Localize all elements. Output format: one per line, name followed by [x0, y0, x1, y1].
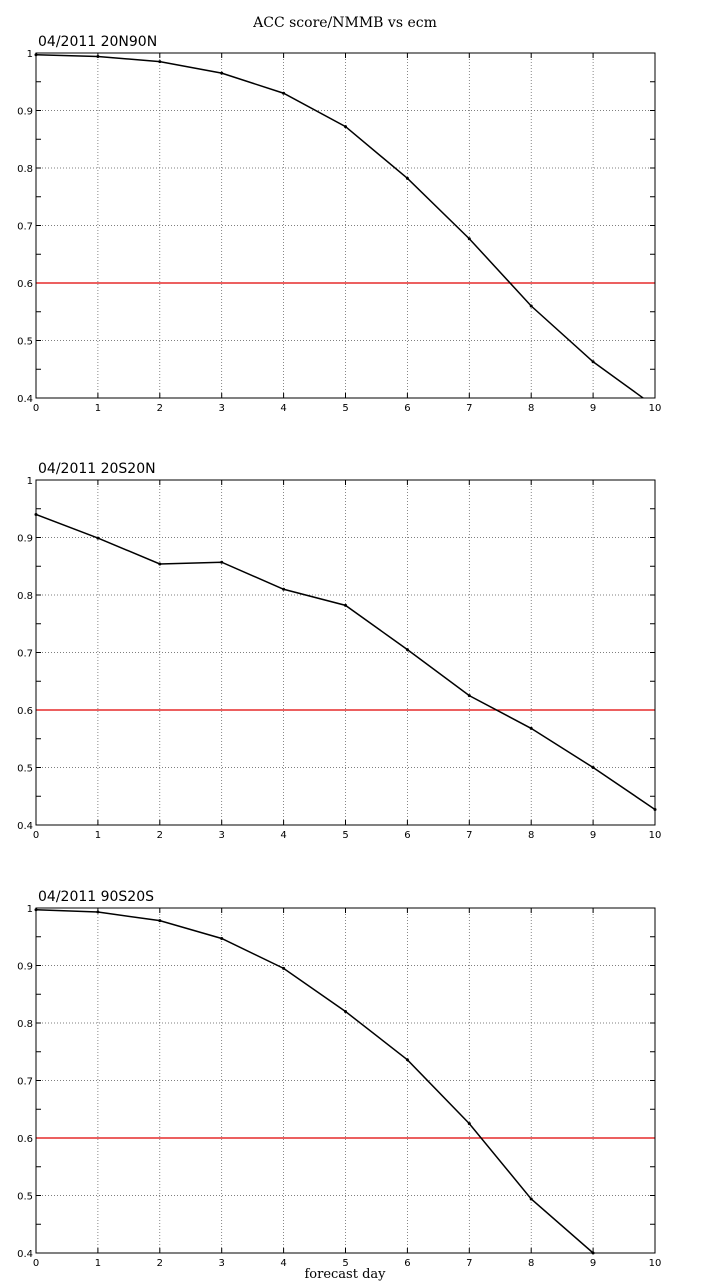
data-point — [158, 919, 162, 923]
plot-frame — [35, 479, 656, 826]
x-tick-label: 5 — [342, 830, 348, 841]
plot-frame — [35, 907, 656, 1254]
x-tick-label: 6 — [404, 830, 410, 841]
data-point — [96, 54, 100, 58]
x-tick-label: 7 — [466, 403, 472, 414]
y-tick-label: 0.8 — [17, 164, 33, 175]
x-axis-label: forecast day — [304, 1267, 386, 1281]
data-point — [220, 560, 224, 564]
y-tick-label: 0.4 — [17, 394, 33, 405]
y-tick-label: 1 — [27, 49, 33, 60]
data-point — [282, 91, 286, 95]
x-tick-label: 8 — [528, 1258, 534, 1269]
figure-title: ACC score/NMMB vs ecm — [252, 15, 437, 31]
y-tick-label: 0.8 — [17, 1019, 33, 1030]
y-tick-label: 0.7 — [17, 222, 33, 233]
data-point — [158, 562, 162, 566]
y-tick-label: 0.6 — [17, 1134, 33, 1145]
y-tick-label: 0.9 — [17, 534, 33, 545]
data-point — [220, 71, 224, 75]
x-tick-label: 3 — [219, 830, 225, 841]
data-point — [405, 648, 409, 652]
data-point — [591, 766, 595, 769]
data-point — [96, 536, 100, 540]
y-tick-label: 0.7 — [17, 649, 33, 660]
x-tick-label: 10 — [649, 830, 662, 841]
data-point — [467, 694, 471, 698]
data-point — [405, 1058, 409, 1062]
data-point — [96, 910, 100, 914]
x-tick-label: 4 — [280, 830, 286, 841]
panel-title: 04/2011 90S20S — [38, 889, 154, 905]
y-tick-label: 0.9 — [17, 962, 33, 973]
y-tick-label: 0.5 — [17, 764, 33, 775]
data-point — [467, 1122, 471, 1126]
x-tick-label: 8 — [528, 403, 534, 414]
x-tick-label: 3 — [219, 403, 225, 414]
y-tick-label: 0.5 — [17, 337, 33, 348]
panel-title: 04/2011 20S20N — [38, 461, 156, 477]
x-tick-label: 2 — [157, 830, 163, 841]
y-tick-label: 0.7 — [17, 1077, 33, 1088]
x-tick-label: 6 — [404, 403, 410, 414]
x-tick-label: 4 — [280, 1258, 286, 1269]
x-tick-label: 3 — [219, 1258, 225, 1269]
x-tick-label: 2 — [157, 1258, 163, 1269]
data-point — [282, 587, 286, 591]
data-point — [529, 726, 533, 730]
x-tick-label: 10 — [649, 1258, 662, 1269]
x-tick-label: 4 — [280, 403, 286, 414]
data-point — [344, 125, 347, 129]
x-tick-label: 7 — [466, 1258, 472, 1269]
y-tick-label: 1 — [27, 476, 33, 487]
y-tick-label: 0.6 — [17, 279, 33, 290]
x-tick-label: 0 — [33, 830, 39, 841]
x-tick-label: 5 — [342, 1258, 348, 1269]
x-tick-label: 1 — [95, 403, 101, 414]
x-tick-label: 0 — [33, 403, 39, 414]
x-tick-label: 9 — [590, 830, 596, 841]
data-point — [405, 176, 409, 180]
data-point — [591, 360, 595, 364]
x-tick-label: 7 — [466, 830, 472, 841]
data-point — [529, 1197, 533, 1201]
y-tick-label: 0.9 — [17, 107, 33, 118]
data-point — [282, 966, 286, 970]
panel-title: 04/2011 20N90N — [38, 34, 157, 50]
x-tick-label: 9 — [590, 403, 596, 414]
y-tick-label: 0.6 — [17, 706, 33, 717]
x-tick-label: 8 — [528, 830, 534, 841]
data-point — [220, 936, 224, 940]
data-point — [344, 603, 347, 607]
x-tick-label: 10 — [649, 403, 662, 414]
x-tick-label: 1 — [95, 1258, 101, 1269]
data-point — [529, 304, 533, 308]
plot-frame — [35, 52, 656, 399]
x-tick-label: 9 — [590, 1258, 596, 1269]
data-point — [467, 237, 471, 241]
y-tick-label: 0.8 — [17, 591, 33, 602]
y-tick-label: 1 — [27, 904, 33, 915]
x-tick-label: 1 — [95, 830, 101, 841]
x-tick-label: 6 — [404, 1258, 410, 1269]
y-tick-label: 0.4 — [17, 821, 33, 832]
y-tick-label: 0.4 — [17, 1249, 33, 1260]
y-tick-label: 0.5 — [17, 1192, 33, 1203]
x-tick-label: 0 — [33, 1258, 39, 1269]
x-tick-label: 5 — [342, 403, 348, 414]
data-point — [344, 1010, 347, 1013]
x-tick-label: 2 — [157, 403, 163, 414]
data-point — [158, 60, 162, 64]
